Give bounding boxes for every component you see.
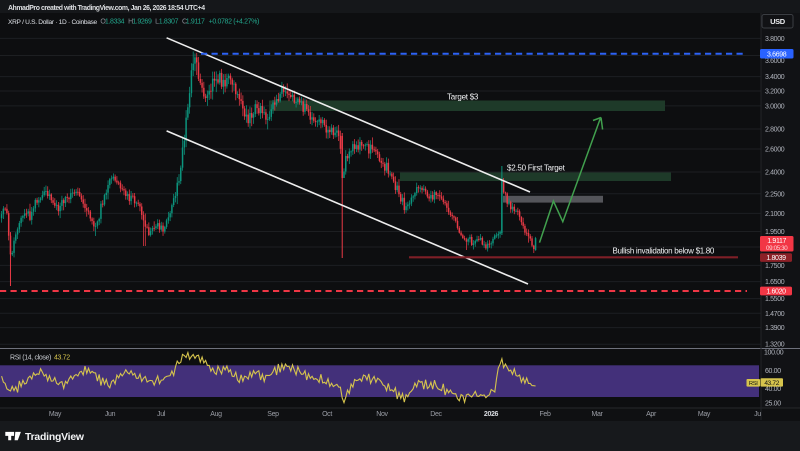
svg-text:3.2000: 3.2000 [765, 89, 785, 96]
svg-text:H: H [128, 19, 133, 26]
svg-text:May: May [698, 411, 711, 418]
svg-text:Nov: Nov [376, 411, 388, 418]
svg-text:43.72: 43.72 [54, 355, 70, 362]
svg-text:Jun: Jun [105, 411, 116, 418]
svg-text:2.4000: 2.4000 [765, 170, 785, 177]
svg-text:Feb: Feb [539, 411, 550, 418]
svg-text:2.2500: 2.2500 [765, 191, 785, 198]
svg-text:1.4700: 1.4700 [765, 311, 785, 318]
svg-text:60.00: 60.00 [765, 368, 781, 375]
svg-text:Ju: Ju [754, 411, 761, 418]
svg-text:1.3200: 1.3200 [765, 342, 785, 349]
svg-text:Dec: Dec [430, 411, 442, 418]
svg-text:43.72: 43.72 [764, 380, 779, 387]
svg-text:40.00: 40.00 [765, 386, 781, 393]
svg-text:Bullish invalidation below $1.: Bullish invalidation below $1.80 [613, 247, 715, 256]
svg-text:1.6500: 1.6500 [765, 279, 785, 286]
svg-text:TradingView: TradingView [25, 432, 85, 443]
svg-text:1.3900: 1.3900 [765, 325, 785, 332]
svg-text:2026: 2026 [484, 411, 499, 418]
svg-text:$2.50 First Target: $2.50 First Target [507, 164, 566, 173]
svg-text:1.9269: 1.9269 [132, 19, 152, 26]
svg-text:1.9117: 1.9117 [767, 238, 786, 245]
svg-text:09:05:30: 09:05:30 [766, 245, 788, 252]
svg-text:Target $3: Target $3 [447, 93, 479, 102]
svg-text:1.8307: 1.8307 [159, 19, 179, 26]
svg-text:Sep: Sep [267, 411, 279, 418]
svg-text:3.6000: 3.6000 [765, 58, 785, 65]
svg-text:1.9117: 1.9117 [186, 19, 205, 26]
svg-text:May: May [49, 411, 62, 418]
svg-text:1.8334: 1.8334 [105, 19, 125, 26]
svg-text:1.8039: 1.8039 [766, 255, 786, 262]
svg-text:1.9500: 1.9500 [765, 229, 785, 236]
svg-text:Oct: Oct [322, 411, 332, 418]
svg-text:1.6020: 1.6020 [766, 289, 786, 296]
svg-text:AhmadPro created with TradingV: AhmadPro created with TradingView.com, J… [8, 5, 205, 12]
svg-text:USD: USD [770, 17, 786, 26]
svg-text:100.00: 100.00 [764, 349, 784, 356]
svg-text:XRP / U.S. Dollar · 1D · Coinb: XRP / U.S. Dollar · 1D · Coinbase [8, 19, 98, 26]
svg-text:Jul: Jul [157, 411, 166, 418]
svg-text:3.6698: 3.6698 [767, 51, 787, 58]
svg-text:Mar: Mar [591, 411, 603, 418]
svg-text:2.6000: 2.6000 [765, 147, 785, 154]
svg-text:3.0000: 3.0000 [765, 103, 785, 110]
svg-text:L: L [155, 19, 159, 26]
svg-text:O: O [100, 19, 106, 26]
svg-text:Aug: Aug [210, 411, 222, 418]
svg-text:2.8000: 2.8000 [765, 127, 785, 134]
svg-text:1.7500: 1.7500 [765, 263, 785, 270]
svg-text:3.8000: 3.8000 [765, 36, 785, 43]
svg-text:Apr: Apr [646, 411, 657, 418]
svg-text:25.00: 25.00 [765, 400, 781, 407]
svg-text:2.1000: 2.1000 [765, 211, 785, 218]
svg-text:C: C [182, 19, 187, 26]
svg-text:1.5500: 1.5500 [765, 296, 785, 303]
svg-text:3.4000: 3.4000 [765, 74, 785, 81]
svg-text:RSI (14, close): RSI (14, close) [10, 355, 51, 362]
svg-text:+0.0782 (+4.27%): +0.0782 (+4.27%) [209, 19, 259, 26]
svg-text:RSI: RSI [749, 381, 758, 387]
